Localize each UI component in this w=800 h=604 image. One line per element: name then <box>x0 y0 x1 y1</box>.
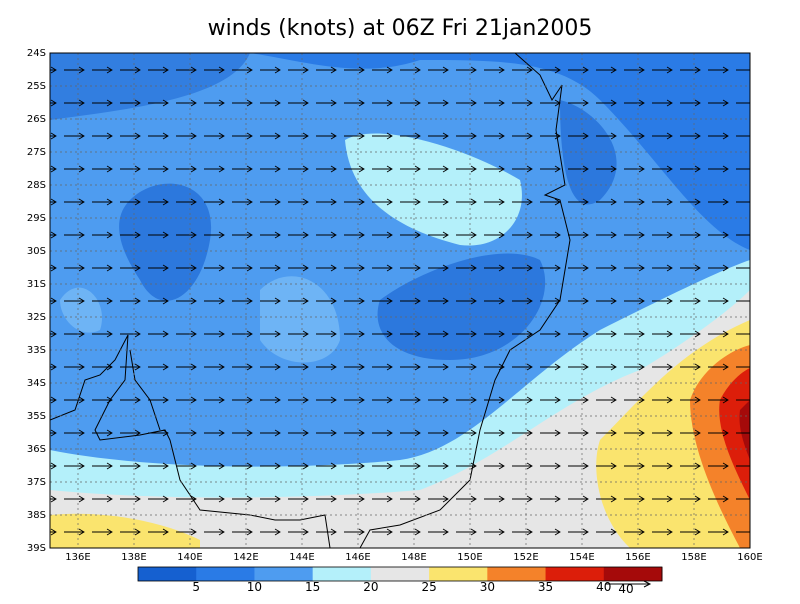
title: winds (knots) at 06Z Fri 21jan2005 <box>208 16 593 41</box>
lon-tick-label: 136E <box>65 552 90 563</box>
colorbar-segment <box>603 567 663 581</box>
lon-tick-label: 144E <box>289 552 314 563</box>
colorbar-segment <box>138 567 197 581</box>
colorbar-segment <box>370 567 430 581</box>
lat-tick-label: 32S <box>27 312 46 323</box>
lon-tick-label: 160E <box>737 552 762 563</box>
lat-tick-label: 24S <box>27 48 46 59</box>
map-frame <box>49 52 751 549</box>
lon-tick-label: 156E <box>625 552 650 563</box>
coastline <box>50 53 571 548</box>
lat-tick-label: 36S <box>27 444 46 455</box>
lon-tick-label: 152E <box>513 552 538 563</box>
reference-vector-label: 40 <box>618 582 633 596</box>
lat-tick-label: 35S <box>27 411 46 422</box>
lon-tick-label: 146E <box>345 552 370 563</box>
colorbar-segment <box>429 567 488 581</box>
colorbar-label: 20 <box>363 580 378 594</box>
lon-tick-label: 148E <box>401 552 426 563</box>
reference-vector-head <box>643 580 652 588</box>
lat-tick-label: 30S <box>27 246 46 257</box>
lat-tick-label: 31S <box>27 279 46 290</box>
colorbar-label: 40 <box>596 580 611 594</box>
lat-tick-label: 27S <box>27 147 46 158</box>
lon-tick-label: 158E <box>681 552 706 563</box>
colorbar-frame <box>137 566 663 582</box>
lat-tick-label: 39S <box>27 543 46 554</box>
colorbar-segment <box>254 567 314 581</box>
lat-tick-label: 38S <box>27 510 46 521</box>
colorbar-label: 25 <box>421 580 436 594</box>
lat-tick-label: 33S <box>27 345 46 356</box>
colorbar-label: 15 <box>305 580 320 594</box>
colorbar-segment <box>312 567 372 581</box>
lat-tick-label: 34S <box>27 378 46 389</box>
lon-tick-label: 154E <box>569 552 594 563</box>
colorbar-label: 35 <box>538 580 553 594</box>
wind-speed-field <box>50 53 750 548</box>
lat-tick-label: 37S <box>27 477 46 488</box>
lon-tick-label: 142E <box>233 552 258 563</box>
lat-tick-label: 26S <box>27 114 46 125</box>
lat-tick-label: 25S <box>27 81 46 92</box>
lat-tick-label: 29S <box>27 213 46 224</box>
lon-tick-label: 150E <box>457 552 482 563</box>
lat-tick-label: 28S <box>27 180 46 191</box>
lon-tick-label: 140E <box>177 552 202 563</box>
colorbar-label: 5 <box>192 580 200 594</box>
colorbar-segment <box>487 567 547 581</box>
colorbar-segment <box>196 567 255 581</box>
lon-tick-label: 138E <box>121 552 146 563</box>
colorbar-label: 10 <box>247 580 262 594</box>
colorbar-segment <box>545 567 605 581</box>
colorbar-label: 30 <box>480 580 495 594</box>
